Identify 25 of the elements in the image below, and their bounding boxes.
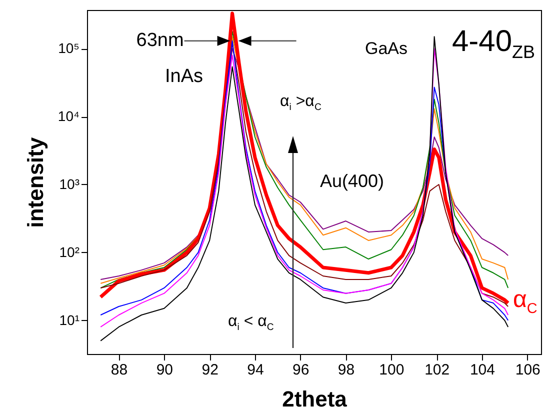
annotation: α$_{i}$ < α$_{C}$	[228, 313, 274, 334]
y-tick-label: 10¹	[59, 312, 80, 328]
x-tick-label: 104	[470, 362, 495, 378]
x-tick-label: 94	[247, 362, 264, 378]
annotation: InAs	[165, 66, 204, 87]
y-tick-label: 10³	[59, 176, 80, 192]
x-tick-label: 88	[110, 362, 128, 378]
x-tick-label: 102	[424, 362, 450, 378]
annotation: α$_{C}$	[513, 286, 538, 317]
annotation: 4-40$_{ZB}$	[452, 25, 536, 62]
annotation: Au(400)	[320, 171, 384, 191]
y-tick-label: 10²	[59, 244, 80, 260]
annotation: α$_{i}$ >α$_{C}$	[280, 93, 322, 114]
y-tick-label: 10⁵	[58, 40, 80, 56]
annotation: 63nm	[136, 30, 184, 51]
x-tick-label: 98	[338, 362, 355, 378]
x-tick-label: 96	[292, 362, 310, 378]
y-axis-title: intensity	[22, 136, 48, 228]
x-tick-label: 90	[156, 362, 174, 378]
annotation: GaAs	[365, 39, 408, 58]
x-tick-label: 106	[515, 362, 540, 378]
x-axis-title: 2theta	[282, 386, 348, 412]
y-tick-label: 10⁴	[58, 108, 80, 124]
x-tick-label: 100	[379, 362, 404, 378]
x-tick-label: 92	[202, 362, 218, 378]
